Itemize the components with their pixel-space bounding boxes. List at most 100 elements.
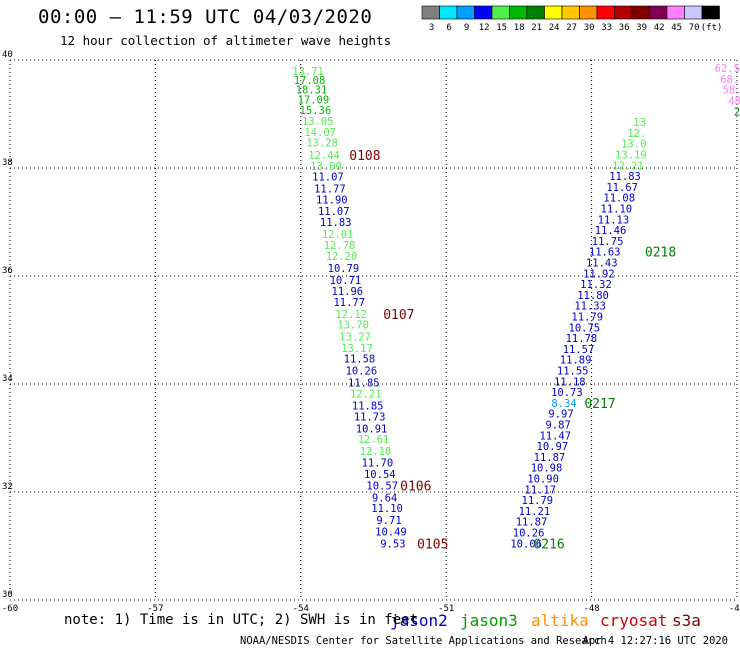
swh-data-label: 12.44	[308, 150, 340, 162]
swh-data-label: 12.78	[324, 240, 356, 252]
color-scale-swatch	[684, 5, 703, 20]
swh-data-label: 10.49	[375, 526, 407, 538]
swh-data-label: 11.18	[554, 376, 586, 388]
swh-data-label: 11.55	[557, 366, 589, 378]
swh-data-label: 11.80	[577, 290, 609, 302]
satellite-legend-jason2: jason2	[390, 611, 448, 630]
pass-time-label: 0217	[584, 397, 615, 412]
y-tick-label: 40	[2, 50, 13, 60]
swh-data-label: 8.34	[551, 398, 576, 410]
swh-data-label: 11.10	[601, 204, 633, 216]
swh-data-label: 11.47	[539, 430, 571, 442]
swh-data-label: 11.92	[583, 268, 615, 280]
color-scale-swatch	[579, 5, 598, 20]
color-scale-label: 3	[429, 23, 434, 33]
swh-data-label: 11.77	[333, 297, 365, 309]
swh-data-label: 11.78	[566, 333, 598, 345]
swh-data-label: 12.18	[360, 446, 392, 458]
swh-data-label: 62.5	[715, 63, 740, 75]
swh-data-label: 11.75	[592, 236, 624, 248]
color-scale-label: 45	[671, 23, 682, 33]
swh-data-label: 58.	[723, 85, 740, 97]
color-scale-label: 70	[689, 23, 700, 33]
swh-data-label: 11.08	[603, 193, 635, 205]
swh-data-label: 11.87	[534, 452, 566, 464]
swh-data-label: 9.64	[372, 492, 397, 504]
chart-subtitle: 12 hour collection of altimeter wave hei…	[60, 33, 392, 48]
pass-time-label: 0108	[349, 149, 380, 164]
swh-data-label: 13.71	[292, 66, 324, 78]
swh-data-label: 11.07	[312, 172, 344, 184]
swh-data-label: 11.10	[371, 503, 403, 515]
swh-data-label: 10.91	[356, 423, 388, 435]
color-scale-label: 9	[464, 23, 469, 33]
pass-time-label: 0218	[645, 246, 676, 261]
swh-data-label: 11.85	[348, 377, 380, 389]
swh-data-label: 13.19	[615, 150, 647, 162]
swh-data-label: 14.07	[304, 127, 336, 139]
color-scale-swatch	[631, 5, 650, 20]
swh-data-label: 13.28	[306, 138, 338, 150]
color-scale-swatch	[649, 5, 668, 20]
swh-data-label: 13.27	[339, 331, 371, 343]
color-scale-label: 21	[531, 23, 542, 33]
pass-time-label: 0107	[383, 308, 414, 323]
color-scale-swatch	[596, 5, 615, 20]
swh-data-label: 12.	[627, 128, 646, 140]
y-tick-label: 30	[2, 590, 13, 600]
footer-generated-date: Apr 4 12:27:16 UTC 2020	[582, 635, 728, 647]
swh-data-label: 17.08	[294, 75, 326, 87]
swh-data-label: 11.79	[522, 495, 554, 507]
y-tick-label: 36	[2, 266, 13, 276]
color-scale-label: 39	[636, 23, 647, 33]
swh-data-label: 2	[734, 106, 740, 118]
swh-data-label: 11.70	[362, 457, 394, 469]
color-scale-swatch	[666, 5, 685, 20]
swh-data-label: 13.70	[337, 320, 369, 332]
swh-data-label: 11.83	[609, 171, 641, 183]
footer-credit: NOAA/NESDIS Center for Satellite Applica…	[240, 635, 607, 647]
y-tick-label: 34	[2, 374, 13, 384]
swh-data-label: 13.00	[310, 161, 342, 173]
color-scale-swatch	[544, 5, 563, 20]
color-scale-swatch	[561, 5, 580, 20]
x-tick-label: -48	[583, 604, 599, 614]
swh-data-label: 11.73	[354, 411, 386, 423]
swh-data-label: 10.79	[328, 263, 360, 275]
swh-data-label: 12.61	[358, 434, 390, 446]
x-tick-label: -60	[2, 604, 18, 614]
swh-data-label: 11.32	[580, 279, 612, 291]
pass-time-label: 0105	[417, 537, 448, 552]
y-tick-label: 32	[2, 482, 13, 492]
satellite-legend-jason3: jason3	[460, 611, 518, 630]
color-scale-swatch	[614, 5, 633, 20]
pass-time-label: 0106	[400, 480, 431, 495]
swh-data-label: 10.98	[531, 463, 563, 475]
swh-data-label: 10.06	[510, 538, 542, 550]
swh-data-label: 9.53	[380, 538, 405, 550]
y-tick-label: 38	[2, 158, 13, 168]
swh-data-label: 11.77	[314, 184, 346, 196]
swh-data-label: 11.96	[332, 286, 364, 298]
swh-data-label: 13.0	[621, 139, 646, 151]
swh-data-label: 11.79	[571, 312, 603, 324]
swh-data-label: 11.89	[560, 355, 592, 367]
color-scale-swatch	[474, 5, 493, 20]
color-scale-label: 36	[619, 23, 630, 33]
color-scale-label: 42	[654, 23, 665, 33]
color-scale-label: 18	[514, 23, 525, 33]
swh-data-label: 10.73	[551, 387, 583, 399]
satellite-legend-s3a: s3a	[672, 611, 701, 630]
swh-data-label: 10.26	[513, 528, 545, 540]
swh-data-label: 11.67	[606, 182, 638, 194]
color-scale-label: 30	[584, 23, 595, 33]
swh-data-label: 11.33	[574, 301, 606, 313]
swh-data-label: 12.01	[322, 229, 354, 241]
swh-data-label: 13.17	[341, 343, 373, 355]
swh-data-label: 68.	[720, 74, 739, 86]
swh-data-label: 11.90	[316, 194, 348, 206]
swh-data-label: 11.13	[598, 214, 630, 226]
x-tick-label: -51	[438, 604, 454, 614]
swh-data-label: 12.20	[326, 251, 358, 263]
swh-data-label: 11.07	[318, 206, 350, 218]
